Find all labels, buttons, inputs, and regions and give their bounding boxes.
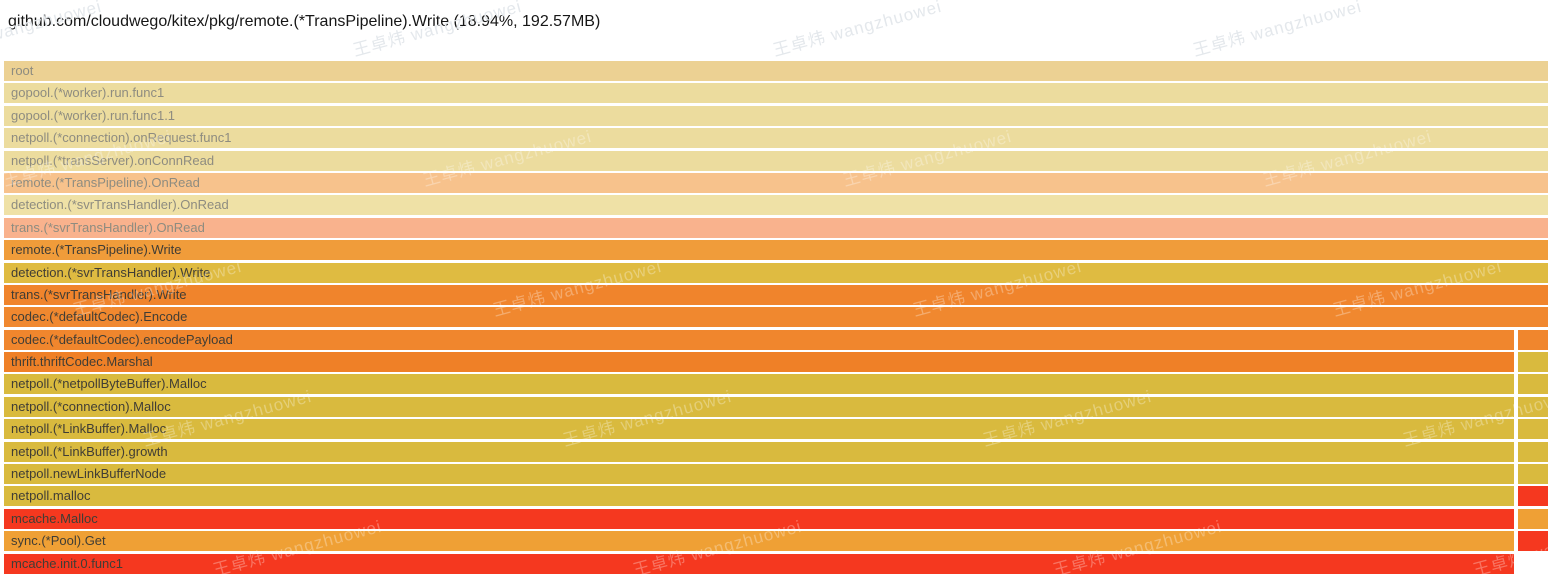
flame-row: remote.(*TransPipeline).Write <box>4 240 1548 261</box>
flame-row: netpoll.(*connection).onRequest.func1 <box>4 128 1548 149</box>
frame-label: codec.(*defaultCodec).encodePayload <box>11 331 233 347</box>
frame-label: netpoll.malloc <box>11 488 91 504</box>
flame-row: netpoll.(*LinkBuffer).growth <box>4 441 1548 462</box>
frame-label: mcache.Malloc <box>11 510 98 526</box>
flame-row: netpoll.(*LinkBuffer).Malloc <box>4 419 1548 440</box>
flame-frame[interactable]: netpoll.malloc <box>4 486 1514 507</box>
flame-frame[interactable]: mcache.Malloc <box>4 508 1514 529</box>
flame-frame[interactable]: sync.(*Pool).Get <box>4 531 1514 552</box>
flame-frame-right[interactable] <box>1518 441 1548 462</box>
flame-frame-right[interactable] <box>1518 531 1548 552</box>
flame-row: detection.(*svrTransHandler).Write <box>4 262 1548 283</box>
watermark-text: 王卓炜 wangzhuowei <box>771 0 944 61</box>
flame-row: mcache.init.0.func1 <box>4 553 1548 574</box>
flame-frame-right[interactable] <box>1518 396 1548 417</box>
flame-frame[interactable]: netpoll.newLinkBufferNode <box>4 464 1514 485</box>
page-title: github.com/cloudwego/kitex/pkg/remote.(*… <box>8 13 601 30</box>
frame-label: trans.(*svrTransHandler).OnRead <box>11 219 205 235</box>
flame-frame[interactable]: netpoll.(*LinkBuffer).growth <box>4 441 1514 462</box>
watermark-text: 王卓炜 wangzhuowei <box>1191 0 1364 61</box>
flame-frame[interactable]: netpoll.(*transServer).onConnRead <box>4 150 1548 171</box>
flame-row: gopool.(*worker).run.func1 <box>4 83 1548 104</box>
flame-row: trans.(*svrTransHandler).OnRead <box>4 217 1548 238</box>
flame-row: mcache.Malloc <box>4 508 1548 529</box>
flame-frame[interactable]: remote.(*TransPipeline).OnRead <box>4 172 1548 193</box>
flame-frame[interactable]: detection.(*svrTransHandler).OnRead <box>4 195 1548 216</box>
flame-row: detection.(*svrTransHandler).OnRead <box>4 195 1548 216</box>
flame-frame[interactable]: trans.(*svrTransHandler).OnRead <box>4 217 1548 238</box>
flame-frame[interactable]: gopool.(*worker).run.func1.1 <box>4 105 1548 126</box>
frame-label: detection.(*svrTransHandler).Write <box>11 264 211 280</box>
flame-row: netpoll.(*connection).Malloc <box>4 396 1548 417</box>
frame-label: thrift.thriftCodec.Marshal <box>11 354 153 370</box>
flame-row: netpoll.(*netpollByteBuffer).Malloc <box>4 374 1548 395</box>
flame-frame[interactable]: codec.(*defaultCodec).encodePayload <box>4 329 1514 350</box>
flame-frame[interactable]: netpoll.(*connection).onRequest.func1 <box>4 128 1548 149</box>
flame-row: netpoll.newLinkBufferNode <box>4 464 1548 485</box>
flame-frame[interactable]: netpoll.(*connection).Malloc <box>4 396 1514 417</box>
frame-label: sync.(*Pool).Get <box>11 533 106 549</box>
flame-row: trans.(*svrTransHandler).Write <box>4 284 1548 305</box>
frame-label: netpoll.(*LinkBuffer).Malloc <box>11 421 167 437</box>
frame-label: gopool.(*worker).run.func1 <box>11 85 165 101</box>
frame-label: remote.(*TransPipeline).Write <box>11 242 182 258</box>
frame-label: root <box>11 63 34 78</box>
flame-frame[interactable]: netpoll.(*netpollByteBuffer).Malloc <box>4 374 1514 395</box>
frame-label: netpoll.(*LinkBuffer).growth <box>11 443 168 459</box>
flame-frame-right[interactable] <box>1518 352 1548 373</box>
flame-frame-right[interactable] <box>1518 374 1548 395</box>
frame-label: netpoll.(*netpollByteBuffer).Malloc <box>11 376 207 392</box>
flame-row: root <box>4 61 1548 81</box>
flame-frame[interactable]: mcache.init.0.func1 <box>4 553 1514 574</box>
flame-frame-right[interactable] <box>1518 508 1548 529</box>
flame-row: netpoll.malloc <box>4 486 1548 507</box>
flame-row: sync.(*Pool).Get <box>4 531 1548 552</box>
frame-label: netpoll.(*connection).onRequest.func1 <box>11 130 232 146</box>
flame-frame[interactable]: root <box>4 61 1548 81</box>
frame-label: netpoll.newLinkBufferNode <box>11 466 167 482</box>
frame-label: netpoll.(*transServer).onConnRead <box>11 152 215 168</box>
flame-frame[interactable]: codec.(*defaultCodec).Encode <box>4 307 1548 328</box>
frame-label: detection.(*svrTransHandler).OnRead <box>11 197 229 213</box>
frame-label: gopool.(*worker).run.func1.1 <box>11 107 176 123</box>
flame-frame-right[interactable] <box>1518 419 1548 440</box>
flame-row: netpoll.(*transServer).onConnRead <box>4 150 1548 171</box>
flame-row: codec.(*defaultCodec).encodePayload <box>4 329 1548 350</box>
frame-label: remote.(*TransPipeline).OnRead <box>11 174 200 190</box>
flame-frame[interactable]: gopool.(*worker).run.func1 <box>4 83 1548 104</box>
frame-label: trans.(*svrTransHandler).Write <box>11 286 187 302</box>
flame-frame-right[interactable] <box>1518 486 1548 507</box>
flame-row: thrift.thriftCodec.Marshal <box>4 352 1548 373</box>
flame-frame[interactable]: trans.(*svrTransHandler).Write <box>4 284 1548 305</box>
flame-frame[interactable]: detection.(*svrTransHandler).Write <box>4 262 1548 283</box>
flame-frame-right[interactable] <box>1518 464 1548 485</box>
flame-row: remote.(*TransPipeline).OnRead <box>4 172 1548 193</box>
flame-row: gopool.(*worker).run.func1.1 <box>4 105 1548 126</box>
frame-label: mcache.init.0.func1 <box>11 555 124 571</box>
flame-frame[interactable]: remote.(*TransPipeline).Write <box>4 240 1548 261</box>
flame-frame[interactable]: netpoll.(*LinkBuffer).Malloc <box>4 419 1514 440</box>
flame-frame[interactable]: thrift.thriftCodec.Marshal <box>4 352 1514 373</box>
frame-label: netpoll.(*connection).Malloc <box>11 398 171 414</box>
flame-frame-right[interactable] <box>1518 329 1548 350</box>
frame-label: codec.(*defaultCodec).Encode <box>11 309 188 325</box>
flame-graph: root gopool.(*worker).run.func1 gopool.(*w… <box>4 61 1548 576</box>
flame-row: codec.(*defaultCodec).Encode <box>4 307 1548 328</box>
